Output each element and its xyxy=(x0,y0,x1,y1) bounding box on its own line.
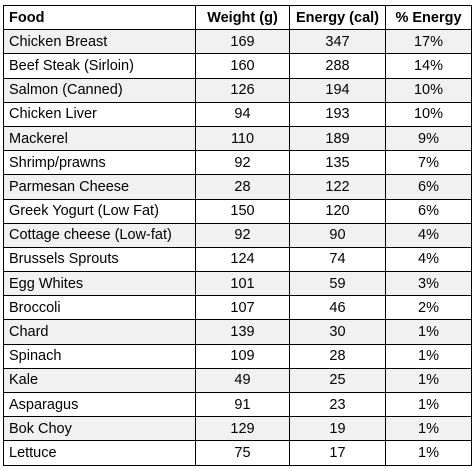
food-cell: Mackerel xyxy=(3,125,196,152)
percent-energy-cell: 6% xyxy=(385,198,472,224)
energy-cell: 19 xyxy=(289,416,386,442)
energy-cell: 28 xyxy=(289,343,386,369)
table-row: Broccoli 107 46 2% xyxy=(3,295,472,321)
energy-cell: 288 xyxy=(289,53,386,79)
weight-cell: 124 xyxy=(195,246,290,273)
table-row: Lettuce 75 17 1% xyxy=(3,440,472,466)
weight-cell: 28 xyxy=(195,174,290,200)
table-row: Greek Yogurt (Low Fat) 150 120 6% xyxy=(3,198,472,224)
table-row: Spinach 109 28 1% xyxy=(3,343,472,369)
table-row: Chard 139 30 1% xyxy=(3,319,472,345)
percent-energy-cell: 14% xyxy=(385,53,472,79)
food-cell: Beef Steak (Sirloin) xyxy=(3,53,196,79)
percent-energy-cell: 4% xyxy=(385,222,472,248)
weight-cell: 150 xyxy=(195,198,290,224)
weight-cell: 109 xyxy=(195,343,290,369)
percent-energy-cell: 1% xyxy=(385,440,472,466)
table-row: Cottage cheese (Low-fat) 92 90 4% xyxy=(3,222,472,248)
energy-cell: 194 xyxy=(289,77,386,103)
percent-energy-cell: 1% xyxy=(385,391,472,418)
weight-cell: 91 xyxy=(195,391,290,418)
percent-energy-cell: 1% xyxy=(385,416,472,442)
food-cell: Bok Choy xyxy=(3,416,196,442)
weight-cell: 75 xyxy=(195,440,290,466)
table-row: Brussels Sprouts 124 74 4% xyxy=(3,246,472,273)
percent-energy-cell: 6% xyxy=(385,174,472,200)
food-cell: Spinach xyxy=(3,343,196,369)
header-energy: Energy (cal) xyxy=(289,4,386,31)
nutrition-table-container: Food Weight (g) Energy (cal) % Energy Ch… xyxy=(3,4,472,466)
weight-cell: 169 xyxy=(195,29,290,55)
food-cell: Parmesan Cheese xyxy=(3,174,196,200)
energy-cell: 90 xyxy=(289,222,386,248)
weight-cell: 139 xyxy=(195,319,290,345)
energy-cell: 135 xyxy=(289,150,386,176)
table-row: Chicken Breast 169 347 17% xyxy=(3,29,472,55)
energy-cell: 122 xyxy=(289,174,386,200)
percent-energy-cell: 3% xyxy=(385,271,472,297)
food-cell: Cottage cheese (Low-fat) xyxy=(3,222,196,248)
energy-cell: 347 xyxy=(289,29,386,55)
table-row: Beef Steak (Sirloin) 160 288 14% xyxy=(3,53,472,79)
header-weight: Weight (g) xyxy=(195,4,290,31)
energy-cell: 46 xyxy=(289,295,386,321)
food-cell: Greek Yogurt (Low Fat) xyxy=(3,198,196,224)
table-row: Chicken Liver 94 193 10% xyxy=(3,101,472,127)
weight-cell: 101 xyxy=(195,271,290,297)
table-row: Mackerel 110 189 9% xyxy=(3,125,472,152)
header-food: Food xyxy=(3,4,196,31)
table-row: Kale 49 25 1% xyxy=(3,367,472,394)
weight-cell: 49 xyxy=(195,367,290,394)
weight-cell: 126 xyxy=(195,77,290,103)
percent-energy-cell: 2% xyxy=(385,295,472,321)
percent-energy-cell: 7% xyxy=(385,150,472,176)
energy-cell: 23 xyxy=(289,391,386,418)
weight-cell: 129 xyxy=(195,416,290,442)
weight-cell: 94 xyxy=(195,101,290,127)
weight-cell: 92 xyxy=(195,222,290,248)
percent-energy-cell: 1% xyxy=(385,319,472,345)
table-row: Asparagus 91 23 1% xyxy=(3,391,472,418)
table-row: Parmesan Cheese 28 122 6% xyxy=(3,174,472,200)
nutrition-table: Food Weight (g) Energy (cal) % Energy Ch… xyxy=(3,4,472,466)
food-cell: Chicken Liver xyxy=(3,101,196,127)
table-header: Food Weight (g) Energy (cal) % Energy xyxy=(3,4,472,31)
percent-energy-cell: 10% xyxy=(385,77,472,103)
food-cell: Egg Whites xyxy=(3,271,196,297)
energy-cell: 189 xyxy=(289,125,386,152)
header-row: Food Weight (g) Energy (cal) % Energy xyxy=(3,4,472,31)
weight-cell: 92 xyxy=(195,150,290,176)
energy-cell: 59 xyxy=(289,271,386,297)
header-percent-energy: % Energy xyxy=(385,4,472,31)
food-cell: Brussels Sprouts xyxy=(3,246,196,273)
energy-cell: 17 xyxy=(289,440,386,466)
food-cell: Broccoli xyxy=(3,295,196,321)
percent-energy-cell: 9% xyxy=(385,125,472,152)
food-cell: Asparagus xyxy=(3,391,196,418)
energy-cell: 120 xyxy=(289,198,386,224)
table-row: Egg Whites 101 59 3% xyxy=(3,271,472,297)
percent-energy-cell: 10% xyxy=(385,101,472,127)
energy-cell: 25 xyxy=(289,367,386,394)
energy-cell: 74 xyxy=(289,246,386,273)
food-cell: Lettuce xyxy=(3,440,196,466)
energy-cell: 30 xyxy=(289,319,386,345)
weight-cell: 107 xyxy=(195,295,290,321)
table-row: Bok Choy 129 19 1% xyxy=(3,416,472,442)
weight-cell: 160 xyxy=(195,53,290,79)
weight-cell: 110 xyxy=(195,125,290,152)
percent-energy-cell: 17% xyxy=(385,29,472,55)
table-row: Salmon (Canned) 126 194 10% xyxy=(3,77,472,103)
percent-energy-cell: 4% xyxy=(385,246,472,273)
percent-energy-cell: 1% xyxy=(385,367,472,394)
food-cell: Chard xyxy=(3,319,196,345)
table-row: Shrimp/prawns 92 135 7% xyxy=(3,150,472,176)
food-cell: Salmon (Canned) xyxy=(3,77,196,103)
energy-cell: 193 xyxy=(289,101,386,127)
food-cell: Kale xyxy=(3,367,196,394)
food-cell: Shrimp/prawns xyxy=(3,150,196,176)
food-cell: Chicken Breast xyxy=(3,29,196,55)
table-body: Chicken Breast 169 347 17% Beef Steak (Sirlo… xyxy=(3,29,472,466)
percent-energy-cell: 1% xyxy=(385,343,472,369)
